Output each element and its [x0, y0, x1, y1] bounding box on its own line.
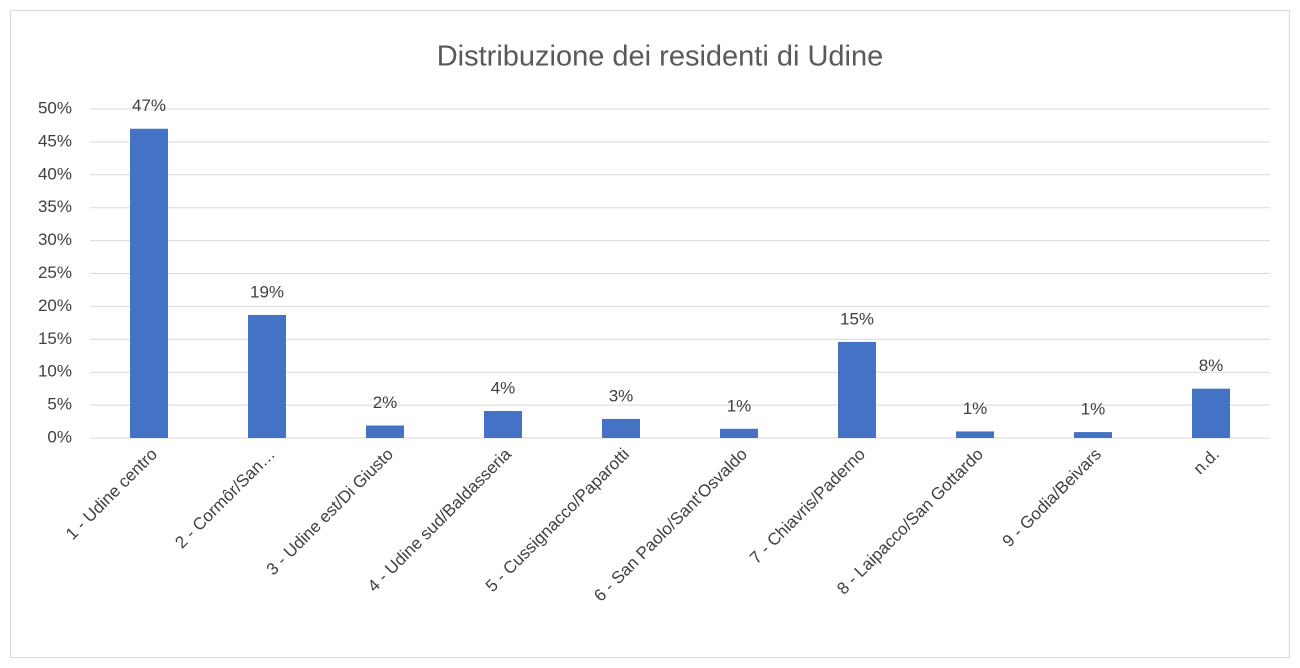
- chart-title: Distribuzione dei residenti di Udine: [437, 41, 884, 73]
- y-tick-label: 20%: [38, 296, 72, 315]
- data-label: 1%: [1081, 400, 1106, 419]
- y-tick-label: 5%: [47, 395, 72, 414]
- bar: [1074, 432, 1112, 438]
- bar: [956, 431, 994, 438]
- y-tick-label: 50%: [38, 98, 72, 117]
- bar: [484, 411, 522, 438]
- bar: [1192, 388, 1230, 438]
- y-tick-label: 0%: [47, 427, 72, 446]
- y-tick-label: 15%: [38, 329, 72, 348]
- y-tick-label: 40%: [38, 164, 72, 183]
- y-tick-label: 25%: [38, 263, 72, 282]
- data-label: 8%: [1199, 356, 1224, 375]
- bar: [838, 341, 876, 438]
- data-label: 1%: [727, 396, 752, 415]
- y-tick-label: 45%: [38, 131, 72, 150]
- data-label: 47%: [132, 96, 166, 115]
- bar: [366, 425, 404, 438]
- data-label: 2%: [373, 393, 398, 412]
- data-label: 1%: [963, 399, 988, 418]
- bar: [248, 314, 286, 438]
- y-tick-label: 10%: [38, 362, 72, 381]
- bar: [130, 128, 168, 439]
- y-tick-label: 35%: [38, 197, 72, 216]
- y-tick-label: 30%: [38, 230, 72, 249]
- data-label: 15%: [840, 309, 874, 328]
- bar: [720, 428, 758, 438]
- data-label: 4%: [491, 379, 516, 398]
- chart-border: [10, 10, 1290, 658]
- data-label: 19%: [250, 282, 284, 301]
- bar: [602, 418, 640, 438]
- data-label: 3%: [609, 386, 634, 405]
